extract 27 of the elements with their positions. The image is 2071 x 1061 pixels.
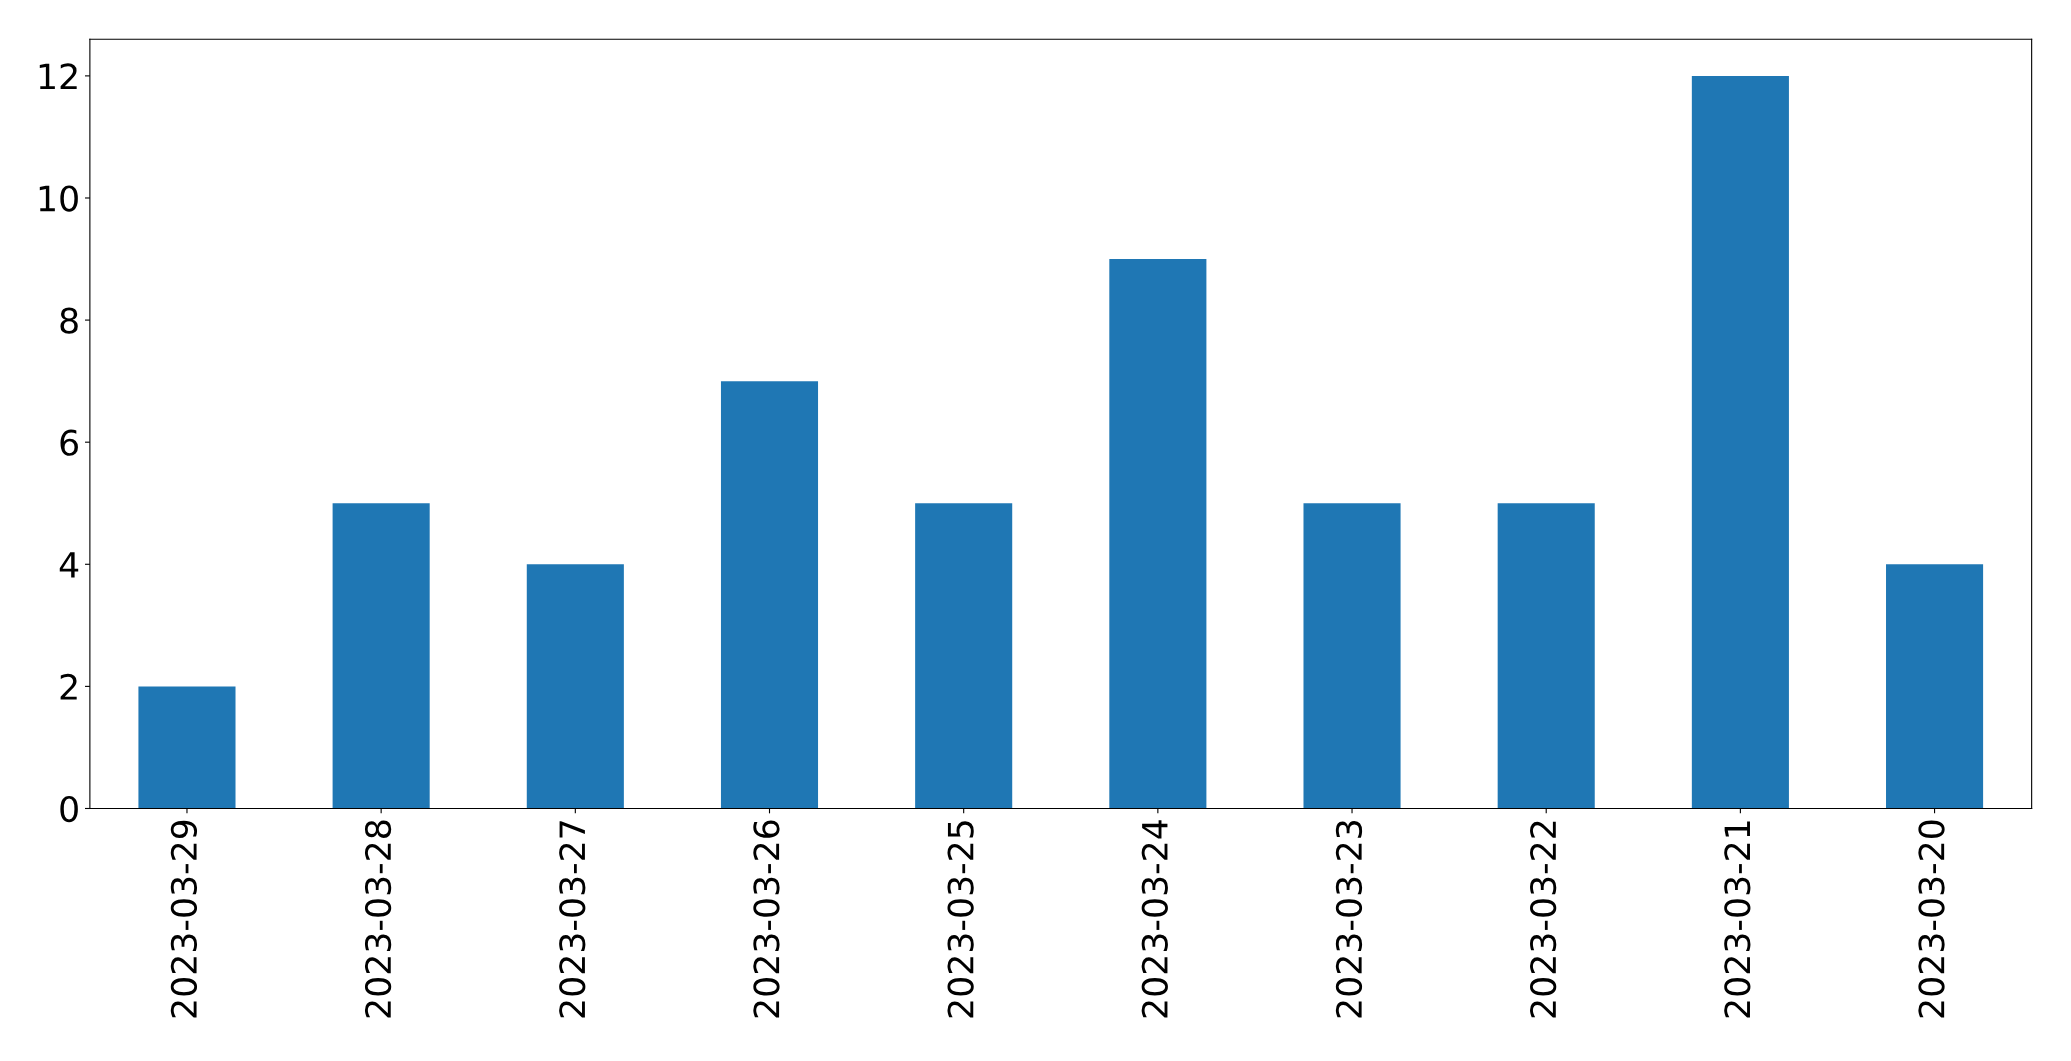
x-tick-label: 2023-03-26 [753,820,780,1018]
y-tick-label: 10 [39,185,78,212]
bar [526,564,624,809]
y-tick-label: 4 [59,552,79,578]
bar [1886,564,1984,809]
bar [332,503,430,809]
x-tick-label: 2023-03-27 [559,821,586,1018]
x-tick-label: 2023-03-28 [364,820,392,1018]
y-tick-label: 12 [39,63,77,90]
bar [915,503,1013,809]
y-tick-label: 8 [60,307,78,334]
x-tick-label: 2023-03-25 [947,821,974,1018]
bar [1303,503,1401,809]
x-tick-label: 2023-03-24 [1141,820,1168,1018]
x-tick-label: 2023-03-23 [1335,820,1363,1018]
y-tick-label: 0 [60,795,78,823]
x-tick-label: 2023-03-21 [1724,821,1751,1018]
bar [720,381,819,809]
x-tick-label: 2023-03-20 [1918,820,1945,1018]
bar [1691,75,1789,809]
bar [138,686,236,809]
x-tick-label: 2023-03-22 [1530,821,1557,1018]
x-tick-label: 2023-03-29 [170,820,198,1018]
y-tick-label: 6 [60,429,78,456]
bar [1497,503,1595,809]
y-tick-label: 2 [60,673,77,700]
bar [1109,259,1207,809]
